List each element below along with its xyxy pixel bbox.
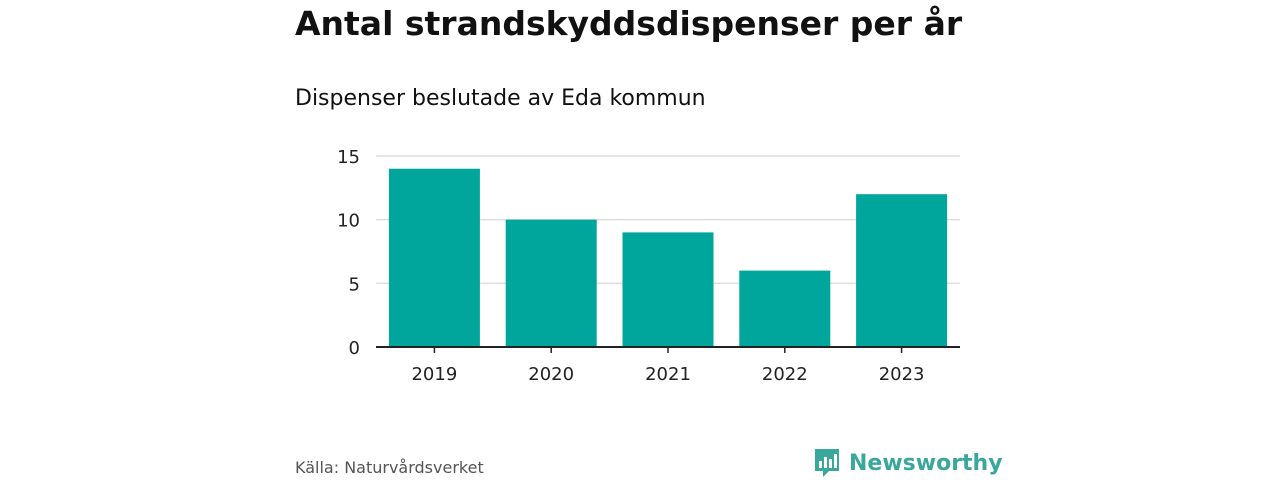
chart-subtitle: Dispenser beslutade av Eda kommun [295,86,706,111]
x-tick-label: 2021 [645,364,691,385]
brand-logo: Newsworthy [813,446,1003,480]
bar-2019 [388,168,480,347]
brand-name: Newsworthy [849,450,1003,476]
bar-2020 [505,219,597,347]
y-tick-label: 5 [349,274,360,295]
axes: 0 5 10 15 2019 2020 2021 2022 2023 [337,147,960,385]
y-tick-label: 0 [349,338,360,359]
x-tick-label: 2019 [411,364,457,385]
y-tick-label: 10 [337,211,360,232]
y-tick-label: 15 [337,147,360,168]
bar-chart-logo-icon [815,449,839,477]
x-tick-label: 2023 [879,364,925,385]
x-tick-label: 2020 [528,364,574,385]
bar-2022 [739,270,831,347]
chart-title: Antal strandskyddsdispenser per år [295,4,963,43]
bar-2023 [856,194,948,347]
bar-2021 [622,232,714,347]
x-tick-label: 2022 [762,364,808,385]
bars [388,168,948,347]
source-note: Källa: Naturvårdsverket [295,458,484,477]
